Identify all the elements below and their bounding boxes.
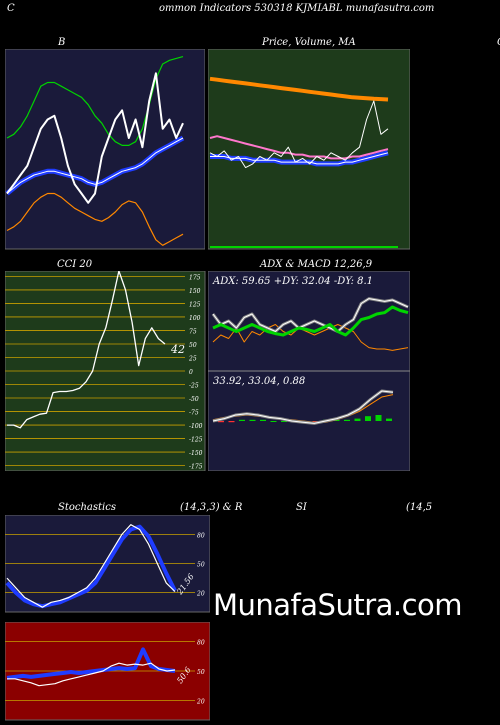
adx-title: ADX & MACD 12,26,9 xyxy=(260,259,373,270)
osc-slow-line xyxy=(5,524,177,609)
osc-tick-label: 20 xyxy=(196,698,205,705)
cci-tick-label: -150 xyxy=(189,450,203,457)
cci-tick-label: -25 xyxy=(189,383,199,390)
macd-histogram-bar xyxy=(270,421,277,422)
adx-plus-di-core xyxy=(212,298,409,332)
cci-tick-label: 50 xyxy=(189,342,197,349)
cci-tick-label: 75 xyxy=(189,328,197,335)
bb-lower-indicator xyxy=(6,192,184,246)
adx-line xyxy=(212,305,409,337)
stoch-params: (14,3,3) & R xyxy=(180,502,243,513)
osc-tick-label: 50 xyxy=(197,562,205,569)
price-plot-area xyxy=(208,49,410,250)
rsi-params: (14,5 xyxy=(406,502,433,513)
osc-tick-label: 80 xyxy=(197,640,205,647)
bb-lines xyxy=(5,56,185,246)
cci-tick-label: -75 xyxy=(189,410,199,417)
price-lines xyxy=(209,76,398,248)
macd-histogram-bar xyxy=(386,418,392,421)
macd-histogram-bar xyxy=(375,415,382,421)
cci-tick-label: 0 xyxy=(189,369,193,376)
cci-tick-label: 150 xyxy=(189,288,201,295)
cci-tick-label: -125 xyxy=(189,437,203,444)
rsi-lines xyxy=(6,647,176,687)
bb-upper-band xyxy=(6,56,184,146)
cci-line xyxy=(7,271,166,429)
watermark: MunafaSutra.com xyxy=(213,588,463,622)
header-right-letter: C xyxy=(497,37,500,48)
macd-histogram-bar xyxy=(312,421,319,423)
macd-histogram-bar xyxy=(239,419,245,421)
osc-tick-label: 80 xyxy=(197,532,205,539)
macd-histogram-bar xyxy=(344,419,350,421)
osc-fast-line xyxy=(7,662,176,687)
adx-minus-di xyxy=(212,324,409,351)
macd-histogram-bar xyxy=(281,421,287,422)
price-title: Price, Volume, MA xyxy=(262,37,356,48)
bb-price-line xyxy=(6,72,184,204)
cci-grid: 175 150 125 100 75 50 25 0 -25 -50 -75 -100 -125 -150… xyxy=(5,274,203,471)
stoch-title: Stochastics xyxy=(58,502,116,513)
osc-tick-label: 50 xyxy=(197,669,205,676)
macd-histogram-bar xyxy=(365,416,371,421)
osc-slow-line xyxy=(6,647,176,680)
macd-histogram-bar xyxy=(260,419,266,421)
price-close-line xyxy=(209,100,389,169)
macd-label: 33.92, 33.04, 0.88 xyxy=(213,376,305,387)
cci-tick-label: 175 xyxy=(189,274,201,281)
cci-tick-label: 125 xyxy=(189,301,201,308)
cci-tick-label: -50 xyxy=(189,396,199,403)
macd-histogram-bar xyxy=(228,421,235,423)
osc-fast-line xyxy=(6,524,176,608)
macd-histogram-bar xyxy=(249,419,256,421)
macd-histogram-bar xyxy=(333,419,340,421)
stoch-lines xyxy=(5,524,177,609)
cci-lines xyxy=(7,271,166,429)
price-mid-ma xyxy=(209,135,389,160)
header-title: ommon Indicators 530318 KJMIABL munafasu… xyxy=(159,3,435,14)
adx-lines xyxy=(211,297,409,351)
macd-histogram-bar xyxy=(354,418,361,421)
bb-panel xyxy=(5,49,205,250)
cci-panel: 175 150 125 100 75 50 25 0 -25 -50 -75 -100 -125 -150… xyxy=(5,271,206,471)
adx-panel: ADX: 59.65 +DY: 32.04 -DY: 8.1 33.92, 33… xyxy=(208,271,410,471)
macd-histogram-bar xyxy=(218,421,224,423)
header-left-letter: C xyxy=(7,3,15,14)
cci-tick-label: 25 xyxy=(188,355,197,362)
bb-title: B xyxy=(58,37,66,48)
bb-middle-band-core xyxy=(6,137,184,194)
price-panel xyxy=(208,49,410,250)
adx-label: ADX: 59.65 +DY: 32.04 -DY: 8.1 xyxy=(212,276,373,287)
osc-tick-label: 20 xyxy=(196,591,205,598)
cci-tick-label: -100 xyxy=(189,423,203,430)
cci-title: CCI 20 xyxy=(57,259,93,270)
cci-tick-label: 100 xyxy=(189,315,201,322)
macd-line-core xyxy=(212,390,394,424)
price-long-ma xyxy=(209,76,389,102)
rsi-title: SI xyxy=(296,502,307,513)
cci-current-label: 42 xyxy=(170,343,185,356)
macd-lines xyxy=(212,389,394,425)
cci-tick-label: -175 xyxy=(189,464,203,471)
stoch-grid: 80 50 20 xyxy=(5,532,205,598)
